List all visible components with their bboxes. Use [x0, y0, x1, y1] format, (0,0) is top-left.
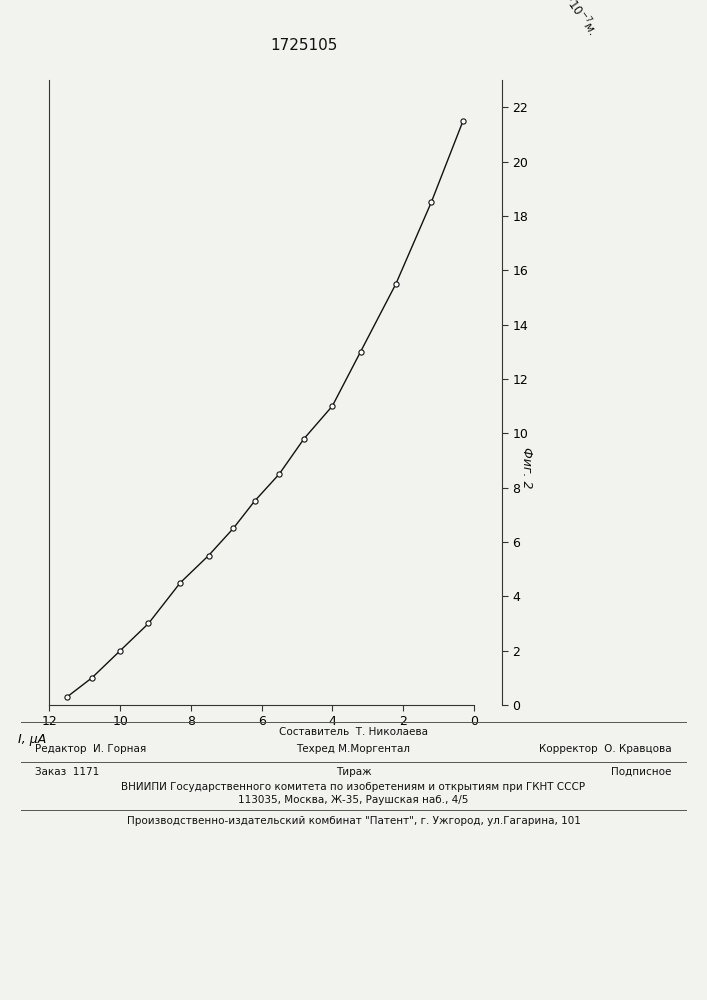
Text: Составитель  Т. Николаева: Составитель Т. Николаева — [279, 727, 428, 737]
Point — [175, 575, 186, 591]
Point — [228, 520, 239, 536]
Text: Редактор  И. Горная: Редактор И. Горная — [35, 744, 146, 754]
Text: Производственно-издательский комбинат "Патент", г. Ужгород, ул.Гагарина, 101: Производственно-издательский комбинат "П… — [127, 816, 580, 826]
Text: 1725105: 1725105 — [270, 37, 338, 52]
Text: Фиг. 2: Фиг. 2 — [520, 447, 533, 488]
Text: Техред М.Моргентал: Техред М.Моргентал — [296, 744, 411, 754]
Point — [86, 670, 98, 686]
Text: $C_{CN^-}{\cdot}10^{-7}$м.: $C_{CN^-}{\cdot}10^{-7}$м. — [544, 0, 602, 40]
Text: Заказ  1171: Заказ 1171 — [35, 767, 100, 777]
X-axis label: I, μA: I, μA — [18, 733, 47, 746]
Point — [390, 276, 402, 292]
Text: ВНИИПИ Государственного комитета по изобретениям и открытиям при ГКНТ СССР: ВНИИПИ Государственного комитета по изоб… — [122, 782, 585, 792]
Text: 113035, Москва, Ж-35, Раушская наб., 4/5: 113035, Москва, Ж-35, Раушская наб., 4/5 — [238, 795, 469, 805]
Point — [62, 689, 73, 705]
Point — [143, 615, 154, 631]
Text: Корректор  О. Кравцова: Корректор О. Кравцова — [539, 744, 672, 754]
Point — [298, 431, 310, 447]
Point — [249, 493, 260, 509]
Text: Тираж: Тираж — [336, 767, 371, 777]
Text: Подписное: Подписное — [612, 767, 672, 777]
Point — [115, 643, 126, 659]
Point — [327, 398, 338, 414]
Point — [274, 466, 285, 482]
Point — [426, 194, 437, 210]
Point — [457, 113, 469, 129]
Point — [355, 344, 366, 360]
Point — [203, 548, 214, 564]
